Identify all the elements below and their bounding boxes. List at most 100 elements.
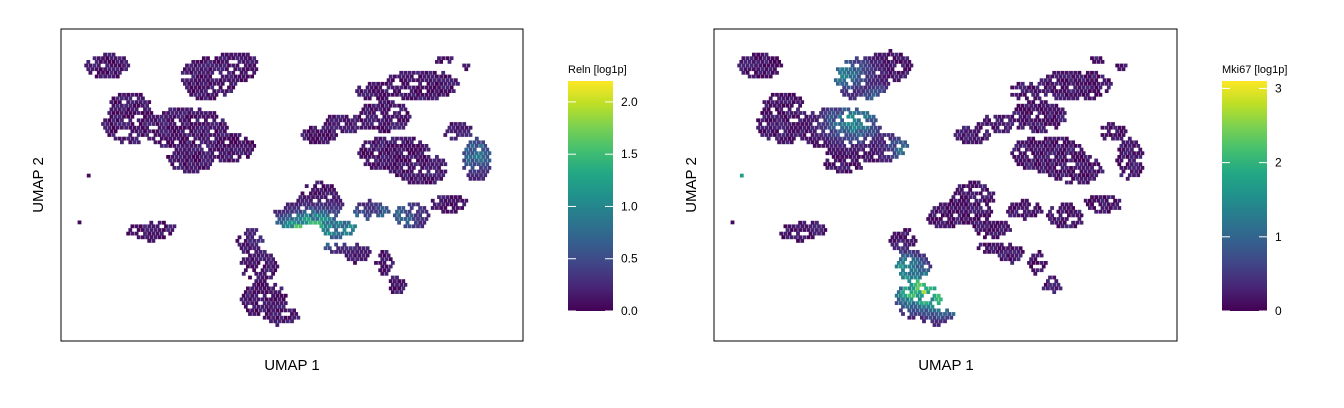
hex-cell <box>997 129 1002 134</box>
hex-cell <box>781 140 786 145</box>
hex-cell <box>833 114 838 119</box>
hex-cell <box>185 107 189 112</box>
hex-cell <box>399 144 404 148</box>
hex-cell <box>443 74 448 79</box>
hex-cell <box>313 140 317 145</box>
hex-cell <box>1073 173 1078 178</box>
hex-cell <box>758 129 763 134</box>
hex-cell <box>1018 85 1023 90</box>
hex-cell <box>1100 133 1105 137</box>
hex-cell <box>462 166 467 170</box>
hex-cell <box>875 56 880 61</box>
hex-cell <box>911 264 916 269</box>
hex-cell <box>861 125 865 130</box>
hex-cell <box>416 151 420 156</box>
hex-cell <box>243 290 248 294</box>
hex-cell <box>1088 169 1092 174</box>
hex-cell <box>306 195 311 199</box>
hex-cell <box>136 235 141 240</box>
hex-cell <box>873 147 878 152</box>
hex-cell <box>183 133 187 137</box>
hex-cell <box>279 315 284 320</box>
hex-cell <box>411 85 416 90</box>
hex-cell <box>1092 89 1096 93</box>
hex-cell <box>1050 118 1054 123</box>
hex-cell <box>193 136 198 141</box>
hex-cell <box>466 173 471 178</box>
hex-cell <box>384 103 389 108</box>
hex-cell <box>1088 155 1092 159</box>
hex-cell <box>867 78 872 83</box>
hex-cell <box>325 133 330 137</box>
hex-cell <box>901 261 905 265</box>
hex-cell <box>210 122 215 126</box>
hex-cell <box>145 133 149 137</box>
hex-cell <box>220 140 225 145</box>
hex-cell <box>201 70 206 75</box>
hex-cell <box>367 140 372 145</box>
hex-cell <box>989 122 994 126</box>
hex-cell <box>747 74 752 79</box>
hex-cell <box>823 140 828 145</box>
hex-cell <box>943 202 947 207</box>
hex-cell <box>271 286 275 291</box>
hex-cell <box>903 242 907 247</box>
hex-cell <box>185 144 189 148</box>
hex-cell <box>351 228 355 232</box>
hex-cell <box>833 144 838 148</box>
hex-cell <box>928 308 933 313</box>
hex-cell <box>481 155 485 159</box>
hex-cell <box>254 257 259 262</box>
hex-cell <box>246 242 250 247</box>
hex-cell <box>917 268 922 273</box>
hex-cell <box>401 169 406 174</box>
hex-cell <box>869 118 874 123</box>
hex-cell <box>344 114 349 119</box>
hex-cell <box>260 304 265 309</box>
hex-cell <box>1056 114 1061 119</box>
hex-cell <box>269 275 273 280</box>
hex-cell <box>907 264 912 269</box>
hex-cell <box>313 191 317 196</box>
hex-cell <box>993 224 998 229</box>
hex-cell <box>183 81 187 86</box>
hex-cell <box>1031 107 1036 112</box>
hex-cell <box>243 144 248 148</box>
hex-cell <box>418 220 422 225</box>
hex-cell <box>441 78 446 83</box>
hex-cell <box>1029 213 1033 218</box>
hex-cell <box>1056 173 1061 178</box>
hex-cell <box>246 155 250 159</box>
hex-cell <box>752 67 756 72</box>
hex-cell <box>378 100 383 104</box>
hex-cell <box>941 220 945 225</box>
hex-cell <box>401 155 406 159</box>
hex-cell <box>453 122 458 126</box>
hex-cell <box>275 323 280 327</box>
hex-cell <box>941 315 945 320</box>
hex-cell <box>176 114 181 119</box>
hex-cell <box>288 220 292 225</box>
hex-cell <box>899 301 903 305</box>
hex-cell <box>1037 147 1042 152</box>
hex-cell <box>1067 89 1071 93</box>
hex-cell <box>218 78 223 83</box>
hex-cell <box>974 228 979 232</box>
hex-cell <box>1033 155 1038 159</box>
hex-cell <box>976 246 981 251</box>
hex-cell <box>766 70 771 75</box>
hex-cell <box>229 74 233 79</box>
hex-cell <box>292 206 296 210</box>
hex-cell <box>120 111 124 115</box>
hex-cell <box>1048 173 1052 178</box>
hex-cell <box>934 209 939 214</box>
hex-cell <box>422 147 427 152</box>
hex-cell <box>829 144 834 148</box>
hex-cell <box>915 301 920 305</box>
hex-cell <box>817 144 821 148</box>
hex-cell <box>810 140 815 145</box>
hex-cell <box>399 107 404 112</box>
hex-cell <box>239 297 244 302</box>
hex-cell <box>840 169 844 174</box>
hex-cell <box>187 81 191 86</box>
